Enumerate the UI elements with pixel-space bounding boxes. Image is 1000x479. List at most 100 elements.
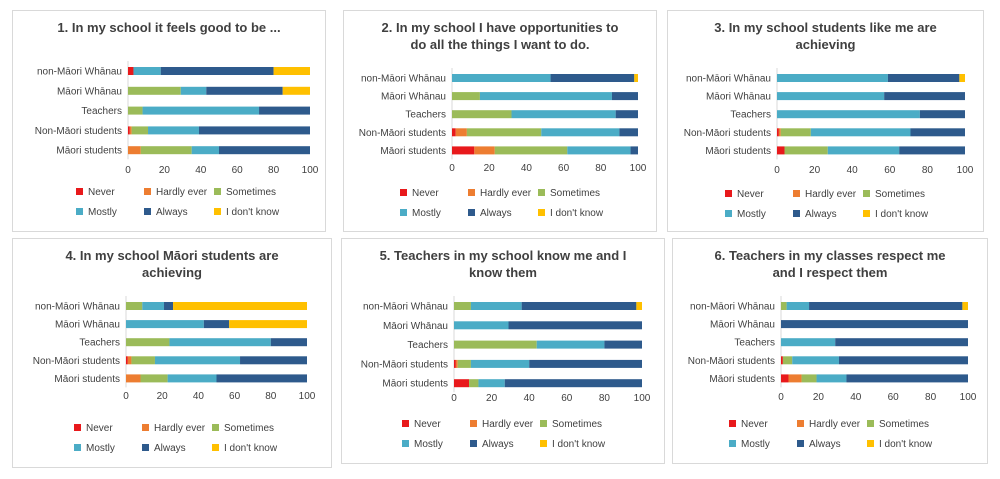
- tick-label: 40: [195, 165, 207, 176]
- legend-swatch: [142, 424, 149, 431]
- bar-segment: [504, 379, 642, 388]
- tick-label: 80: [599, 393, 611, 404]
- category-label: Māori students: [380, 146, 446, 157]
- bar-segment: [781, 338, 836, 347]
- bar-segment: [454, 340, 537, 349]
- chart-panel-2: 2. In my school I have opportunities to …: [343, 10, 657, 232]
- bar-segment: [180, 86, 207, 95]
- bar-segment: [142, 302, 165, 310]
- category-label: Māori students: [709, 374, 775, 385]
- chart-svg-5: non-Māori Whānau Māori Whānau Teachers Non-…: [361, 296, 651, 450]
- legend-label: Never: [741, 419, 768, 430]
- bar-segment: [240, 356, 307, 365]
- bar-segment: [788, 374, 802, 383]
- legend-swatch: [468, 209, 475, 216]
- bar-segment: [786, 302, 810, 310]
- legend-label: Sometimes: [879, 419, 929, 430]
- tick-label: 40: [850, 392, 862, 403]
- tick-label: 100: [957, 165, 974, 176]
- legend-swatch: [470, 420, 477, 427]
- bar-segment: [846, 374, 968, 383]
- legend-swatch: [725, 210, 732, 217]
- bar-segment: [129, 126, 132, 135]
- chart-svg-4: non-Māori Whānau Māori Whānau Teachers Non-…: [33, 296, 316, 454]
- category-label: Non-Māori students: [33, 356, 120, 367]
- legend-swatch: [867, 440, 874, 447]
- bar-segment: [494, 146, 568, 155]
- chart-panel-6: 6. Teachers in my classes respect me and…: [672, 238, 988, 464]
- legend-swatch: [797, 440, 804, 447]
- tick-label: 60: [232, 165, 244, 176]
- bar-segment: [611, 92, 638, 101]
- category-label: Teachers: [81, 106, 122, 117]
- legend-label: I don't know: [879, 439, 933, 450]
- tick-label: 100: [634, 393, 651, 404]
- tick-label: 100: [302, 165, 319, 176]
- bar-segment: [455, 128, 467, 137]
- bar-segment: [619, 128, 638, 137]
- category-label: Māori students: [56, 146, 122, 157]
- legend-label: I don't know: [875, 209, 929, 220]
- legend-label: Never: [412, 188, 439, 199]
- category-label: Teachers: [734, 338, 775, 349]
- legend-label: Sometimes: [875, 189, 925, 200]
- bar-segment: [781, 374, 789, 383]
- category-label: Māori students: [382, 379, 448, 390]
- category-label: Non-Māori students: [361, 359, 448, 370]
- legend-swatch: [863, 190, 870, 197]
- legend-label: Always: [805, 209, 837, 220]
- bar-segment: [550, 74, 635, 82]
- category-label: non-Māori Whānau: [690, 302, 775, 313]
- bar-segment: [778, 128, 781, 137]
- bar-segment: [126, 338, 170, 347]
- bar-segment: [529, 359, 642, 368]
- chart-title-1: 1. In my school it feels good to be ...: [57, 20, 281, 35]
- bar-segment: [173, 302, 307, 310]
- tick-label: 80: [265, 391, 277, 402]
- bar-segment: [478, 379, 505, 388]
- legend-label: Hardly ever: [480, 188, 532, 199]
- bar-segment: [636, 302, 642, 310]
- bar-segment: [229, 320, 307, 329]
- legend-swatch: [470, 440, 477, 447]
- legend-label: Sometimes: [550, 188, 600, 199]
- bar-segment: [167, 374, 217, 383]
- legend-label: I don't know: [226, 207, 280, 218]
- bar-segment: [216, 374, 307, 383]
- legend-label: Hardly ever: [154, 423, 206, 434]
- legend-swatch: [76, 188, 83, 195]
- legend-label: Mostly: [88, 207, 117, 218]
- category-label: Māori students: [54, 374, 120, 385]
- bar-segment: [131, 356, 155, 365]
- bar-segment: [203, 320, 230, 329]
- tick-label: 100: [960, 392, 977, 403]
- tick-label: 60: [558, 163, 570, 174]
- bar-segment: [452, 74, 551, 82]
- legend-label: I don't know: [550, 208, 604, 219]
- bar-segment: [810, 128, 911, 137]
- tick-label: 0: [451, 393, 457, 404]
- tick-label: 80: [922, 165, 934, 176]
- tick-label: 20: [486, 393, 498, 404]
- bar-segment: [452, 128, 456, 137]
- bar-segment: [148, 126, 199, 135]
- category-label: Teachers: [730, 110, 771, 121]
- tick-label: 0: [774, 165, 780, 176]
- category-label: Māori Whānau: [57, 86, 122, 97]
- legend-label: Mostly: [414, 439, 443, 450]
- bar-segment: [454, 379, 470, 388]
- bar-segment: [567, 146, 631, 155]
- legend-label: Always: [482, 439, 514, 450]
- legend-label: Never: [414, 419, 441, 430]
- bar-segment: [962, 302, 968, 310]
- chart-title-3: 3. In my school students like me are ach…: [714, 20, 937, 52]
- bar-segment: [452, 92, 480, 101]
- bar-segment: [615, 110, 638, 119]
- legend-label: I don't know: [224, 443, 278, 454]
- bar-segment: [781, 320, 968, 329]
- bar-segment: [154, 356, 241, 365]
- bar-segment: [835, 338, 968, 347]
- bar-segment: [780, 128, 811, 137]
- chart-panel-3: 3. In my school students like me are ach…: [667, 10, 984, 232]
- tick-label: 0: [125, 165, 131, 176]
